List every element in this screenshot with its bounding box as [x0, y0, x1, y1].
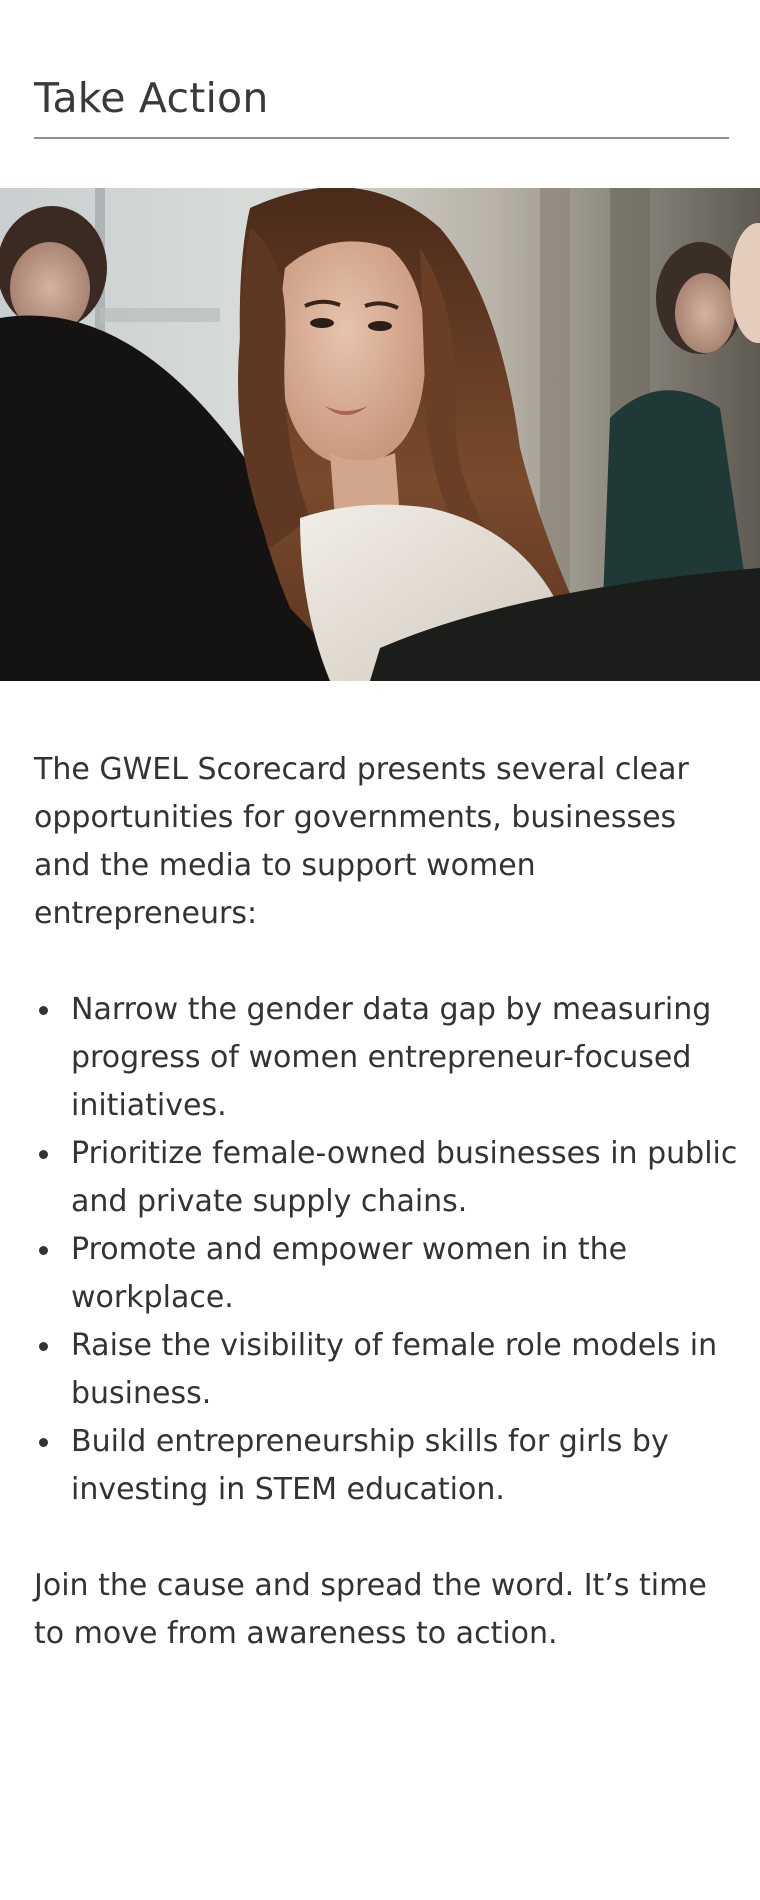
list-item-text: Narrow the gender data gap by measuring … [71, 992, 712, 1123]
list-item-text: Prioritize female-owned businesses in pu… [71, 1136, 738, 1219]
main-content: The GWEL Scorecard presents several clea… [34, 746, 739, 1658]
bullet-icon [39, 1246, 48, 1255]
list-item: Promote and empower women in the workpla… [34, 1226, 739, 1322]
list-item: Prioritize female-owned businesses in pu… [34, 1130, 739, 1226]
hero-photo-illustration [0, 188, 760, 681]
list-item: Raise the visibility of female role mode… [34, 1322, 739, 1418]
intro-paragraph: The GWEL Scorecard presents several clea… [34, 752, 689, 931]
title-divider [34, 137, 729, 139]
list-item: Narrow the gender data gap by measuring … [34, 986, 739, 1130]
bullet-icon [39, 1006, 48, 1015]
list-item-text: Build entrepreneurship skills for girls … [71, 1424, 669, 1507]
hero-image [0, 188, 760, 681]
bullet-icon [39, 1438, 48, 1447]
closing-paragraph: Join the cause and spread the word. It’s… [34, 1568, 707, 1651]
list-item-text: Promote and empower women in the workpla… [71, 1232, 628, 1315]
bullet-icon [39, 1150, 48, 1159]
list-item-text: Raise the visibility of female role mode… [71, 1328, 718, 1411]
list-item: Build entrepreneurship skills for girls … [34, 1418, 739, 1514]
page-header: Take Action [34, 66, 729, 130]
action-list: Narrow the gender data gap by measuring … [34, 986, 739, 1514]
page-title: Take Action [34, 74, 269, 122]
bullet-icon [39, 1342, 48, 1351]
